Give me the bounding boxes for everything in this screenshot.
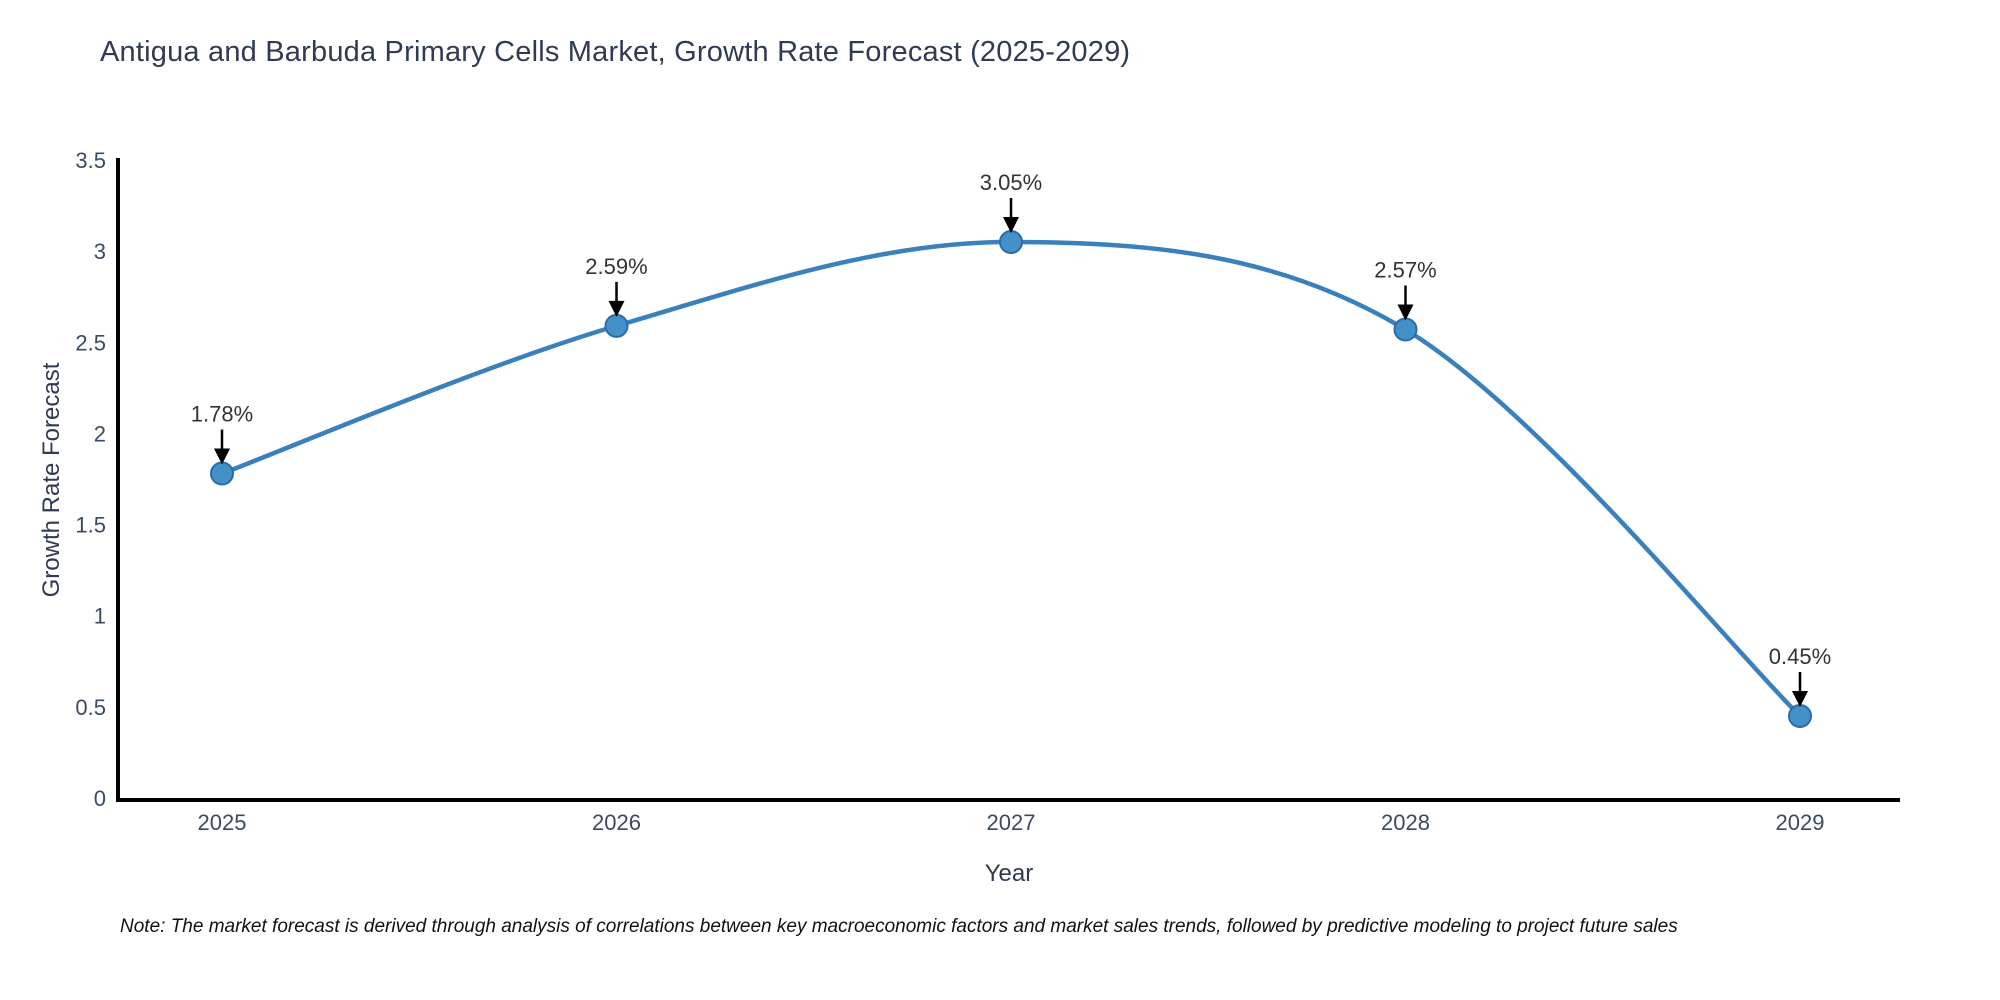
footnote: Note: The market forecast is derived thr… [120, 916, 1678, 937]
point-annotation-label: 2.59% [585, 254, 647, 279]
point-annotation-label: 0.45% [1769, 644, 1831, 669]
data-point[interactable] [999, 230, 1023, 255]
annotation-arrowhead [608, 300, 625, 317]
y-axis-title: Growth Rate Forecast [38, 362, 65, 598]
data-point[interactable] [1788, 703, 1812, 728]
data-point[interactable] [210, 461, 234, 486]
y-tick-label: 2.5 [75, 330, 106, 355]
x-tick-label: 2029 [1776, 810, 1825, 835]
y-tick-label: 1.5 [75, 513, 106, 538]
point-annotation-label: 3.05% [980, 170, 1042, 195]
x-tick-label: 2028 [1381, 810, 1430, 835]
x-tick-label: 2026 [592, 810, 641, 835]
annotation-arrowhead [1003, 217, 1019, 234]
annotation-arrowhead [214, 448, 230, 465]
y-tick-label: 0.5 [75, 695, 106, 720]
y-tick-label: 3.5 [75, 148, 106, 173]
y-tick-label: 0 [94, 786, 106, 811]
y-tick-label: 3 [94, 239, 106, 264]
y-tick-label: 2 [94, 421, 106, 446]
data-point[interactable] [1393, 317, 1418, 342]
x-tick-label: 2025 [198, 810, 247, 835]
x-axis-title: Year [984, 860, 1034, 887]
annotation-arrowhead [1397, 304, 1414, 321]
data-point[interactable] [604, 313, 629, 338]
point-annotation-label: 1.78% [191, 402, 253, 427]
point-annotation-label: 2.57% [1374, 258, 1436, 283]
trend-line [219, 239, 1803, 719]
chart-title: Antigua and Barbuda Primary Cells Market… [100, 36, 1131, 68]
y-tick-label: 1 [94, 604, 106, 629]
annotation-arrowhead [1792, 690, 1808, 707]
x-tick-label: 2027 [987, 810, 1036, 835]
